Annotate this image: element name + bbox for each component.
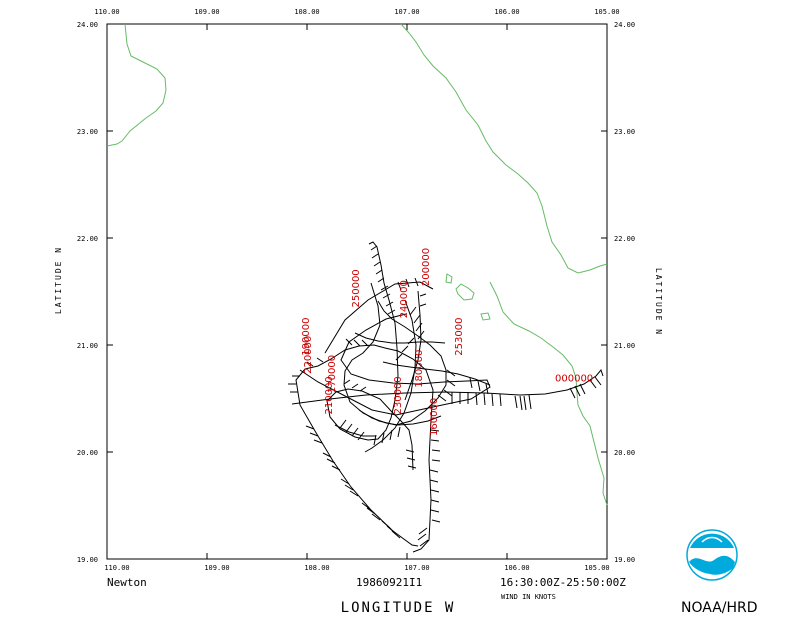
lat-tick-right-19: 19.00 (614, 556, 635, 564)
lat-tick-left-24: 24.00 (77, 21, 98, 29)
lon-tick-top-106: 106.00 (494, 8, 519, 16)
lon-tick-bottom-107: 107.00 (404, 564, 429, 572)
lon-tick-bottom-109: 109.00 (204, 564, 229, 572)
time-label: 220000 (303, 336, 314, 374)
coastline (106, 23, 608, 506)
longitude-label: LONGITUDE W (341, 600, 456, 616)
lon-tick-bottom-108: 108.00 (304, 564, 329, 572)
latitude-label-left: LATITUDE N (54, 246, 63, 314)
time-label: 000000 (555, 373, 593, 384)
tick-marks (106, 24, 608, 559)
time-label: 240000 (399, 280, 410, 318)
time-range: 16:30:00Z-25:50:00Z (500, 576, 626, 589)
storm-name: Newton (107, 576, 147, 589)
time-label: 210000 (324, 376, 335, 414)
time-label: 180000 (414, 350, 425, 388)
lat-tick-right-21: 21.00 (614, 342, 635, 350)
lon-tick-bottom-106: 106.00 (504, 564, 529, 572)
flight-id: 19860921I1 (356, 576, 422, 589)
lat-tick-left-21: 21.00 (77, 342, 98, 350)
latitude-label-right: LATITUDE N (654, 268, 663, 336)
lat-tick-right-23: 23.00 (614, 128, 635, 136)
lat-tick-left-20: 20.00 (77, 449, 98, 457)
time-label: 160000 (429, 398, 440, 436)
noaa-logo (686, 529, 738, 581)
agency-label: NOAA/HRD (681, 600, 758, 616)
lat-tick-right-20: 20.00 (614, 449, 635, 457)
lon-tick-top-107: 107.00 (394, 8, 419, 16)
lon-tick-top-109: 109.00 (194, 8, 219, 16)
wind-barbs (288, 245, 602, 547)
lat-tick-left-19: 19.00 (77, 556, 98, 564)
lon-tick-bottom-105: 105.00 (584, 564, 609, 572)
time-label: 190000 (301, 318, 312, 356)
lat-tick-left-22: 22.00 (77, 235, 98, 243)
time-label: 230000 (393, 376, 404, 414)
time-label: 250000 (351, 269, 362, 307)
flight-track (291, 241, 604, 553)
lat-tick-right-22: 22.00 (614, 235, 635, 243)
lon-tick-top-110: 110.00 (94, 8, 119, 16)
time-label: 170000 (327, 355, 338, 393)
lon-tick-top-105: 105.00 (594, 8, 619, 16)
lat-tick-left-23: 23.00 (77, 128, 98, 136)
time-label: 200000 (421, 248, 432, 286)
lon-tick-bottom-110: 110.00 (104, 564, 129, 572)
lon-tick-top-108: 108.00 (294, 8, 319, 16)
plot-frame (106, 23, 608, 560)
wind-units-label: WIND IN KNOTS (501, 593, 556, 601)
lat-tick-right-24: 24.00 (614, 21, 635, 29)
time-label: 253000 (454, 318, 465, 356)
